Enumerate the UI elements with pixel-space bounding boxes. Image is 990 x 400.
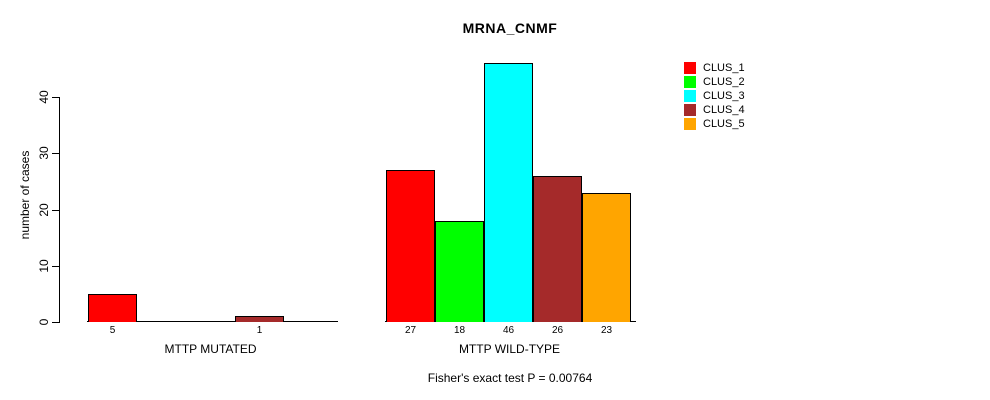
y-tick-label-10: 10 <box>37 259 51 273</box>
y-tick-label-20: 20 <box>37 203 51 217</box>
fisher-test-annotation: Fisher's exact test P = 0.00764 <box>427 371 593 385</box>
legend-swatch-clus-4 <box>684 104 696 116</box>
bar-value-label: 5 <box>109 325 116 336</box>
bar-value-label: 27 <box>404 325 417 336</box>
legend-swatch-clus-2 <box>684 76 696 88</box>
legend-item-clus-4: CLUS_4 <box>684 103 745 117</box>
y-tick-0 <box>52 322 59 323</box>
bar-mutated-clus-2 <box>137 321 186 322</box>
legend-label: CLUS_5 <box>703 118 745 130</box>
chart-title: MRNA_CNMF <box>462 20 558 36</box>
bar-value-label: 46 <box>502 325 515 336</box>
legend-item-clus-1: CLUS_1 <box>684 61 745 75</box>
y-axis-label: number of cases <box>18 150 32 240</box>
y-tick-label-40: 40 <box>37 90 51 104</box>
bar-mutated-clus-3 <box>186 321 235 322</box>
bar-wildtype-clus-4 <box>533 175 582 322</box>
bar-wildtype-clus-1 <box>386 170 435 322</box>
y-tick-label-30: 30 <box>37 146 51 160</box>
bar-wildtype-clus-5 <box>582 192 631 322</box>
bar-wildtype-clus-2 <box>435 220 484 322</box>
y-tick-10 <box>52 266 59 267</box>
bar-value-label: 18 <box>453 325 466 336</box>
legend-label: CLUS_1 <box>703 62 745 74</box>
legend-item-clus-2: CLUS_2 <box>684 75 745 89</box>
y-tick-20 <box>52 210 59 211</box>
legend-item-clus-3: CLUS_3 <box>684 89 745 103</box>
bar-mutated-clus-1 <box>88 293 137 322</box>
y-tick-label-0: 0 <box>37 318 51 326</box>
y-axis-line <box>59 97 60 323</box>
bar-wildtype-clus-3 <box>484 63 533 322</box>
bar-mutated-clus-5 <box>284 321 333 322</box>
legend-swatch-clus-1 <box>684 62 696 74</box>
legend: CLUS_1 CLUS_2 CLUS_3 CLUS_4 CLUS_5 <box>684 61 745 131</box>
bar-value-label: 23 <box>600 325 613 336</box>
legend-label: CLUS_4 <box>703 104 745 116</box>
bar-value-label: 26 <box>551 325 564 336</box>
x-group-label-mutated: MTTP MUTATED <box>164 342 257 356</box>
legend-label: CLUS_2 <box>703 76 745 88</box>
legend-swatch-clus-5 <box>684 118 696 130</box>
bar-value-label: 1 <box>256 325 263 336</box>
y-tick-30 <box>52 153 59 154</box>
legend-swatch-clus-3 <box>684 90 696 102</box>
legend-item-clus-5: CLUS_5 <box>684 117 745 131</box>
bar-mutated-clus-4 <box>235 316 284 322</box>
x-group-label-wildtype: MTTP WILD-TYPE <box>458 342 561 356</box>
legend-label: CLUS_3 <box>703 90 745 102</box>
y-tick-40 <box>52 97 59 98</box>
